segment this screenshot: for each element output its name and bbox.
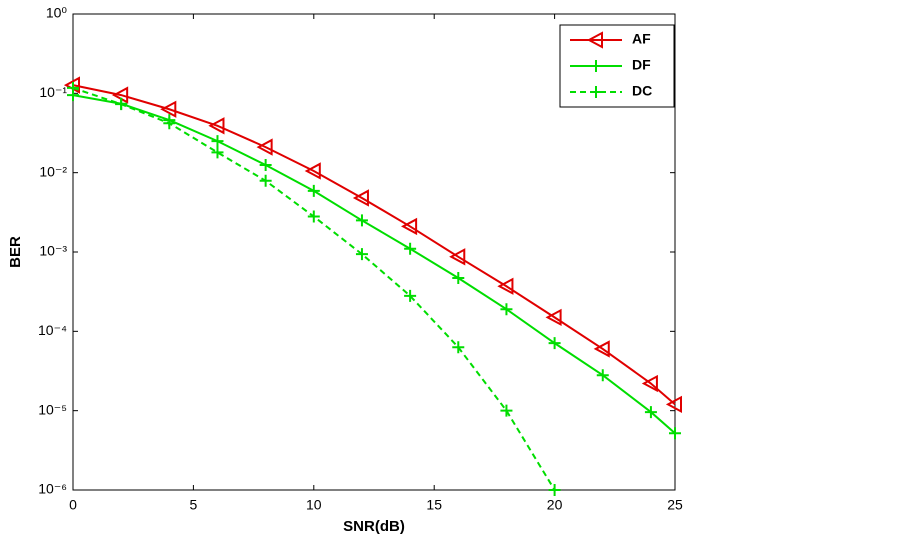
data-point [500,303,513,316]
data-point [307,184,320,197]
data-point [548,484,561,496]
data-point [497,277,514,295]
data-point [641,374,658,393]
y-tick-label: 10⁻² [39,163,67,179]
data-point [644,406,657,419]
y-tick-label: 10⁻⁶ [38,481,67,497]
legend-label: AF [632,31,651,47]
y-tick-label: 10⁻⁵ [38,401,67,417]
data-point [208,117,225,135]
data-point [259,174,272,187]
data-point [593,340,610,358]
data-point [452,272,465,285]
x-tick-label: 20 [547,497,563,513]
data-point [500,404,513,417]
data-point [211,135,224,148]
legend-marker [590,86,602,98]
data-point [596,369,609,382]
data-point [449,248,466,266]
data-point [404,242,417,255]
x-axis-label: SNR(dB) [343,518,405,535]
data-point [160,100,177,118]
data-point [401,217,418,236]
x-tick-label: 0 [69,497,77,513]
data-point [211,146,224,159]
series-line [72,84,676,406]
data-point [256,138,273,156]
data-point [307,210,320,223]
y-tick-label: 10⁻¹ [39,84,67,100]
data-point [259,158,272,171]
data-point [163,117,176,130]
y-tick-label: 10⁰ [46,5,68,21]
data-point [304,162,321,180]
x-tick-label: 5 [190,497,198,513]
data-point [452,341,465,354]
y-tick-label: 10⁻⁴ [38,322,67,338]
data-point [669,427,681,440]
data-point [115,98,128,111]
legend-marker [586,31,603,49]
x-tick-label: 15 [426,497,442,513]
y-tick-label: 10⁻³ [39,243,67,259]
data-point [355,248,368,261]
data-point [67,81,79,94]
legend-label: DC [632,83,652,99]
y-axis-label: BER [7,236,24,268]
data-point [545,308,562,327]
data-point [665,395,682,414]
series-line [72,94,676,434]
x-tick-label: 10 [306,497,322,513]
legend: AF DF DC [559,24,675,108]
legend-marker [590,60,602,72]
data-point [352,189,369,207]
data-point [355,214,368,227]
data-point [548,337,561,350]
legend-label: DF [632,57,651,73]
x-tick-label: 25 [667,497,683,513]
data-point [404,289,417,302]
